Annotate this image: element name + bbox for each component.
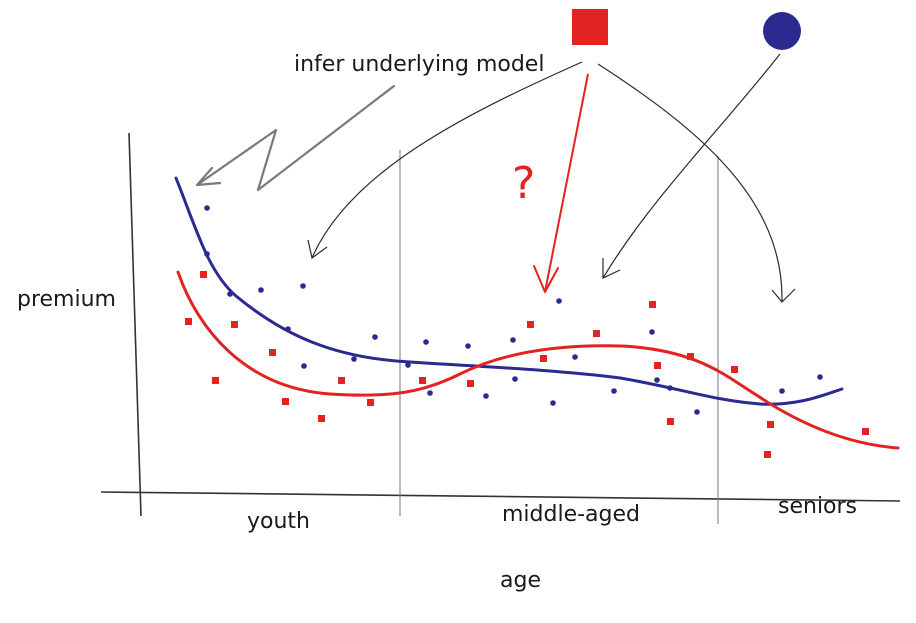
square-to-youth-arrowhead	[307, 239, 328, 260]
blue-point	[667, 385, 673, 391]
infer-model-arrow	[195, 84, 396, 192]
square-to-middle-arrow	[544, 73, 589, 293]
red-point	[467, 380, 474, 387]
blue-point	[483, 393, 489, 399]
red-square-symbol	[572, 9, 608, 45]
red-point	[269, 349, 276, 356]
blue-model-curve	[174, 176, 844, 406]
blue-point	[649, 329, 655, 335]
red-point	[654, 362, 661, 369]
red-point	[527, 321, 534, 328]
red-point	[731, 366, 738, 373]
red-point	[282, 398, 289, 405]
red-point	[419, 377, 426, 384]
red-point	[367, 399, 374, 406]
square-to-seniors-arrowhead	[771, 288, 796, 303]
red-point	[338, 377, 345, 384]
red-data-points	[185, 271, 869, 458]
red-point	[767, 421, 774, 428]
blue-point	[779, 388, 785, 394]
y-axis-label: premium	[17, 287, 116, 312]
square-to-youth-arrow	[311, 61, 583, 259]
blue-point	[351, 356, 357, 362]
circle-to-middle-arrow	[602, 53, 781, 279]
y-axis-line	[128, 132, 142, 517]
blue-point	[204, 251, 210, 257]
annotation-label: infer underlying model	[294, 52, 544, 77]
blue-point	[372, 334, 378, 340]
blue-point	[611, 388, 617, 394]
red-point	[231, 321, 238, 328]
group-label-middle-aged: middle-aged	[502, 502, 640, 527]
red-point	[862, 428, 869, 435]
blue-point	[465, 343, 471, 349]
x-axis-label: age	[500, 568, 541, 593]
question-mark: ?	[512, 158, 535, 209]
red-point	[185, 318, 192, 325]
blue-point	[405, 362, 411, 368]
infer-model-arrowhead	[195, 166, 222, 187]
blue-point	[285, 326, 291, 332]
blue-point	[258, 287, 264, 293]
blue-point	[204, 205, 210, 211]
group-label-seniors: seniors	[778, 494, 857, 519]
blue-point	[510, 337, 516, 343]
red-model-curve	[176, 270, 900, 450]
blue-point	[227, 291, 233, 297]
x-axis-line	[100, 491, 901, 502]
blue-point	[427, 390, 433, 396]
red-point	[687, 353, 694, 360]
blue-point	[512, 376, 518, 382]
red-point	[212, 377, 219, 384]
blue-point	[300, 283, 306, 289]
red-point	[318, 415, 325, 422]
blue-point	[423, 339, 429, 345]
blue-data-points	[204, 205, 823, 415]
red-point	[667, 418, 674, 425]
group-label-youth: youth	[247, 509, 310, 534]
red-point	[649, 301, 656, 308]
blue-point	[654, 377, 660, 383]
red-point	[200, 271, 207, 278]
blue-point	[550, 400, 556, 406]
square-to-seniors-arrow	[597, 63, 783, 303]
blue-point	[694, 409, 700, 415]
red-point	[764, 451, 771, 458]
blue-point	[556, 298, 562, 304]
blue-point	[817, 374, 823, 380]
red-point	[540, 355, 547, 362]
blue-point	[301, 363, 307, 369]
red-point	[593, 330, 600, 337]
blue-circle-symbol	[763, 12, 801, 50]
circle-to-middle-arrowhead	[602, 258, 621, 279]
blue-point	[572, 354, 578, 360]
square-to-middle-arrowhead	[533, 265, 559, 293]
